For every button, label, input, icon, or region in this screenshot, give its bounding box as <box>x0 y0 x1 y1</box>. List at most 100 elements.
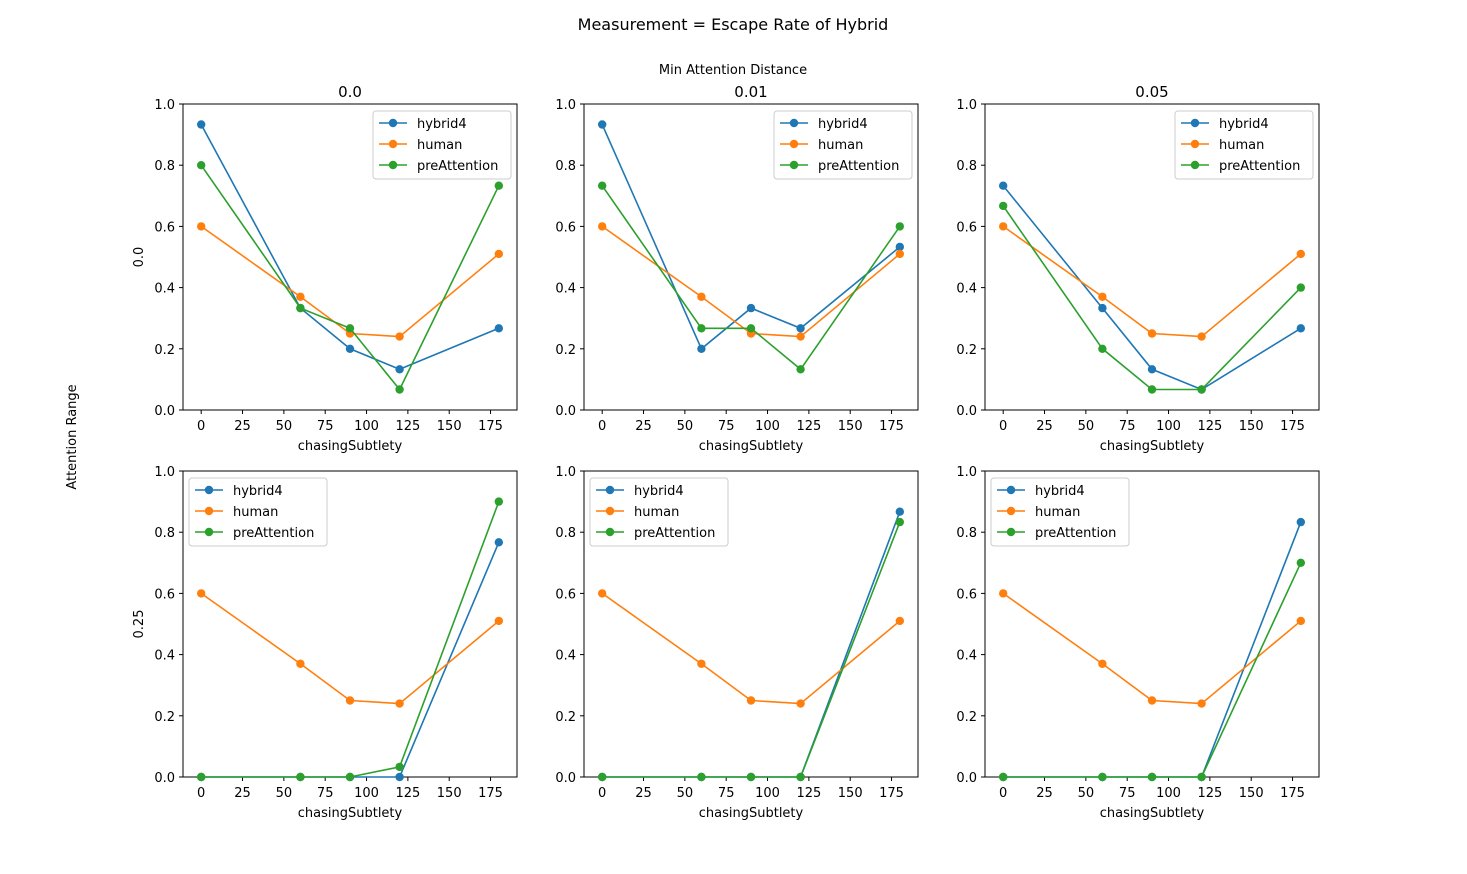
data-point-human <box>1147 329 1157 338</box>
y-tick-label: 0.8 <box>956 526 977 541</box>
y-tick-label: 0.6 <box>154 220 175 235</box>
legend-label: human <box>1035 505 1080 520</box>
legend-marker-human <box>789 139 799 149</box>
data-point-human <box>395 699 404 708</box>
data-point-human <box>697 292 706 301</box>
subplot-r0-c2: 0 25 50 75 100 125 150 175 0.0 0.2 0.4 0.6 0.8 1.0 cha… <box>956 83 1320 454</box>
data-point-human <box>1147 696 1157 705</box>
column-title: 0.05 <box>1135 83 1168 101</box>
y-tick-label: 1.0 <box>555 465 576 480</box>
x-axis-label: chasingSubtlety <box>699 439 804 454</box>
data-point-human <box>1197 699 1206 708</box>
y-tick-label: 0.2 <box>956 710 977 725</box>
x-tick-label: 50 <box>677 419 694 434</box>
legend-box <box>188 477 328 547</box>
legend-marker-preAttention <box>204 527 214 537</box>
legend-label: hybrid4 <box>818 117 868 132</box>
data-point-hybrid4 <box>1296 324 1306 333</box>
data-point-human <box>1296 249 1306 259</box>
data-point-preAttention <box>998 201 1008 211</box>
y-tick-label: 0.2 <box>956 343 977 358</box>
legend: hybrid4 human preAttention <box>589 477 729 547</box>
data-point-human <box>494 616 504 626</box>
data-point-hybrid4 <box>345 344 355 353</box>
legend-box <box>990 477 1130 547</box>
legend-marker-hybrid4 <box>388 118 398 128</box>
y-tick-label: 0.8 <box>555 159 576 174</box>
data-point-human <box>196 222 206 231</box>
y-tick-label: 0.6 <box>154 587 175 602</box>
column-title: 0.01 <box>734 83 767 101</box>
x-tick-label: 100 <box>755 419 780 434</box>
y-tick-label: 1.0 <box>555 98 576 113</box>
legend-marker-hybrid4 <box>789 118 799 128</box>
x-axis-label: chasingSubtlety <box>298 439 403 454</box>
data-point-preAttention <box>1098 344 1107 353</box>
data-point-human <box>1098 292 1107 301</box>
data-point-preAttention <box>895 222 905 231</box>
legend-label: hybrid4 <box>1035 484 1085 499</box>
data-point-hybrid4 <box>796 324 805 333</box>
legend-label: hybrid4 <box>634 484 684 499</box>
y-tick-label: 0.6 <box>956 220 977 235</box>
legend: hybrid4 human preAttention <box>773 110 913 180</box>
y-tick-label: 0.8 <box>154 159 175 174</box>
x-tick-label: 125 <box>395 419 420 434</box>
legend-label: preAttention <box>1035 526 1116 541</box>
data-point-human <box>597 222 607 231</box>
data-point-human <box>1296 616 1306 626</box>
x-tick-label: 25 <box>234 419 251 434</box>
data-point-hybrid4 <box>1296 517 1306 527</box>
x-tick-label: 100 <box>1156 419 1181 434</box>
y-tick-label: 0.0 <box>956 404 977 419</box>
data-point-preAttention <box>796 365 805 374</box>
data-point-hybrid4 <box>395 365 404 374</box>
y-tick-label: 0.0 <box>154 404 175 419</box>
data-point-hybrid4 <box>697 344 706 353</box>
row-label: 0.0 <box>132 247 147 268</box>
legend: hybrid4 human preAttention <box>1174 110 1314 180</box>
legend-marker-human <box>1006 506 1016 516</box>
data-point-human <box>796 699 805 708</box>
data-point-human <box>494 249 504 259</box>
row-group-label: Attention Range <box>65 384 80 489</box>
x-tick-label: 25 <box>635 419 652 434</box>
data-point-human <box>1098 659 1107 668</box>
data-point-preAttention <box>395 762 404 772</box>
legend-label: human <box>634 505 679 520</box>
y-tick-label: 0.6 <box>555 220 576 235</box>
data-point-preAttention <box>196 772 206 782</box>
data-point-hybrid4 <box>998 181 1008 190</box>
data-point-human <box>998 589 1008 598</box>
y-tick-label: 0.4 <box>956 649 977 664</box>
data-point-preAttention <box>746 324 756 333</box>
data-point-hybrid4 <box>196 120 206 129</box>
y-tick-label: 0.0 <box>956 771 977 786</box>
y-tick-label: 0.8 <box>956 159 977 174</box>
x-tick-label: 75 <box>1119 786 1136 801</box>
legend-marker-hybrid4 <box>605 485 615 495</box>
data-point-human <box>998 222 1008 231</box>
legend-marker-preAttention <box>605 527 615 537</box>
x-tick-label: 50 <box>1078 786 1095 801</box>
y-tick-label: 0.2 <box>555 343 576 358</box>
x-tick-label: 0 <box>598 419 606 434</box>
y-tick-label: 0.8 <box>154 526 175 541</box>
data-point-preAttention <box>1098 772 1107 782</box>
x-tick-label: 25 <box>234 786 251 801</box>
data-point-preAttention <box>895 517 905 527</box>
subplot-r1-c2: 0 25 50 75 100 125 150 175 0.0 0.2 0.4 0.6 0.8 1.0 cha… <box>956 465 1320 821</box>
y-tick-label: 0.4 <box>154 649 175 664</box>
data-point-human <box>796 332 805 341</box>
x-tick-label: 175 <box>478 786 503 801</box>
legend-box <box>1174 110 1314 180</box>
column-group-label: Min Attention Distance <box>659 63 807 78</box>
y-tick-label: 0.0 <box>555 771 576 786</box>
subplot-grid: 0 25 50 75 100 125 150 175 0.0 0.2 0.4 0.6 0.8 1.0 cha… <box>132 83 1320 821</box>
data-point-preAttention <box>1296 283 1306 292</box>
legend-marker-human <box>388 139 398 149</box>
data-point-human <box>395 332 404 341</box>
data-point-preAttention <box>1197 385 1206 394</box>
x-tick-label: 50 <box>276 786 293 801</box>
x-tick-label: 125 <box>796 786 821 801</box>
